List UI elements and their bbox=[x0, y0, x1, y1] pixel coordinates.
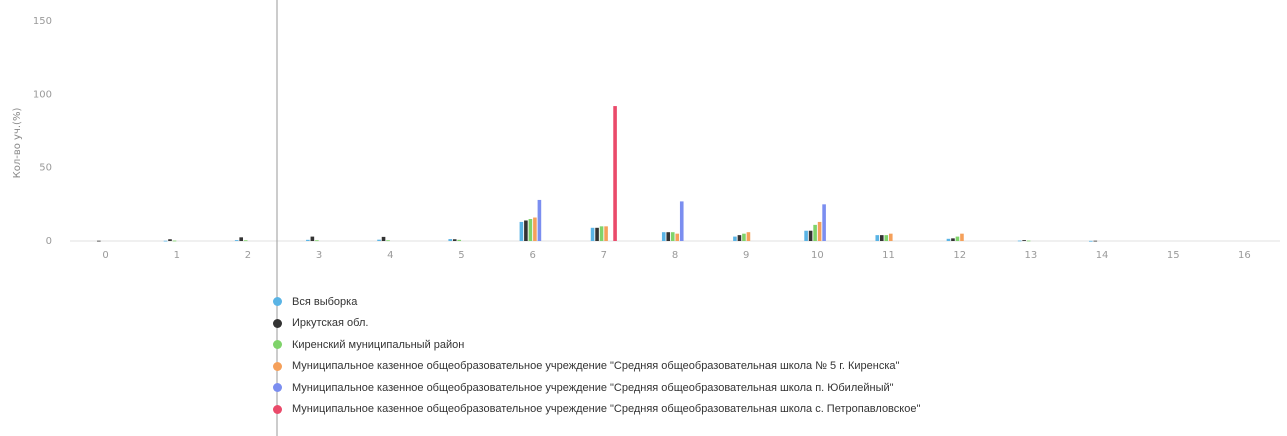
bar[interactable] bbox=[595, 227, 599, 241]
bar[interactable] bbox=[666, 232, 671, 241]
bar[interactable] bbox=[808, 230, 813, 241]
legend-label: Муниципальное казенное общеобразовательн… bbox=[292, 403, 921, 416]
bar[interactable] bbox=[679, 201, 684, 241]
x-tick-label: 10 bbox=[811, 250, 824, 261]
x-tick-label: 14 bbox=[1096, 250, 1109, 261]
bar[interactable] bbox=[613, 106, 617, 241]
legend-item[interactable]: Вся выборка bbox=[273, 291, 920, 313]
bar[interactable] bbox=[524, 220, 528, 241]
x-tick-label: 8 bbox=[672, 250, 678, 261]
bar[interactable] bbox=[1022, 240, 1026, 241]
bar[interactable] bbox=[822, 204, 826, 241]
bar[interactable] bbox=[533, 217, 537, 241]
x-tick-label: 4 bbox=[387, 250, 393, 261]
bar[interactable] bbox=[888, 233, 893, 241]
bar[interactable] bbox=[675, 233, 680, 241]
bar[interactable] bbox=[879, 235, 884, 241]
chart-legend: Вся выборка Иркутская обл. Киренский муниц… bbox=[273, 291, 920, 420]
bar[interactable] bbox=[97, 240, 101, 242]
bar[interactable] bbox=[519, 221, 524, 241]
bar[interactable] bbox=[537, 199, 542, 241]
bar[interactable] bbox=[670, 232, 675, 241]
legend-label: Вся выборка bbox=[292, 295, 358, 308]
bar[interactable] bbox=[234, 240, 239, 241]
bar[interactable] bbox=[960, 233, 964, 241]
x-tick-label: 6 bbox=[529, 250, 535, 261]
bar[interactable] bbox=[955, 236, 960, 241]
x-tick-label: 5 bbox=[458, 250, 464, 261]
bar[interactable] bbox=[1089, 240, 1093, 242]
x-tick-label: 2 bbox=[245, 250, 251, 261]
bar[interactable] bbox=[163, 240, 168, 242]
bar[interactable] bbox=[172, 240, 177, 242]
legend-marker-icon bbox=[273, 404, 282, 414]
x-tick-label: 11 bbox=[882, 250, 895, 261]
legend-item[interactable]: Киренский муниципальный район bbox=[273, 334, 920, 356]
y-tick-label: 150 bbox=[33, 16, 52, 27]
bar[interactable] bbox=[813, 224, 817, 241]
legend-label: Иркутская обл. bbox=[292, 317, 369, 330]
bar[interactable] bbox=[804, 230, 808, 241]
bar[interactable] bbox=[590, 227, 595, 241]
bar[interactable] bbox=[381, 236, 386, 241]
bar[interactable] bbox=[168, 239, 172, 241]
x-tick-label: 7 bbox=[601, 250, 607, 261]
y-tick-label: 100 bbox=[33, 89, 52, 100]
bar[interactable] bbox=[243, 240, 248, 242]
bar[interactable] bbox=[306, 239, 310, 241]
x-tick-label: 13 bbox=[1025, 250, 1038, 261]
legend-marker-icon bbox=[273, 361, 282, 371]
bar[interactable] bbox=[1026, 240, 1031, 242]
bar[interactable] bbox=[951, 238, 955, 241]
x-tick-label: 1 bbox=[174, 250, 180, 261]
y-tick-label: 50 bbox=[39, 163, 52, 174]
legend-label: Муниципальное казенное общеобразовательн… bbox=[292, 381, 894, 394]
bar[interactable] bbox=[661, 232, 666, 241]
bar[interactable] bbox=[377, 239, 381, 241]
x-tick-label: 9 bbox=[743, 250, 749, 261]
bar[interactable] bbox=[737, 235, 742, 241]
x-tick-label: 3 bbox=[316, 250, 322, 261]
legend-item[interactable]: Муниципальное казенное общеобразовательн… bbox=[273, 356, 920, 378]
bar[interactable] bbox=[604, 226, 608, 241]
bar[interactable] bbox=[1093, 240, 1098, 242]
y-axis-label: Кол-во уч.(%) bbox=[12, 108, 23, 179]
bar[interactable] bbox=[386, 240, 390, 242]
bar[interactable] bbox=[457, 239, 462, 241]
bar[interactable] bbox=[946, 238, 951, 241]
bar[interactable] bbox=[1017, 240, 1022, 242]
legend-item[interactable]: Муниципальное казенное общеобразовательн… bbox=[273, 399, 920, 421]
bar[interactable] bbox=[746, 232, 751, 241]
bar[interactable] bbox=[528, 219, 533, 241]
bar[interactable] bbox=[239, 237, 243, 241]
legend-marker-icon bbox=[273, 383, 282, 393]
bar[interactable] bbox=[310, 236, 315, 241]
bar[interactable] bbox=[875, 235, 880, 241]
bar[interactable] bbox=[733, 236, 737, 241]
legend-marker-icon bbox=[273, 318, 282, 328]
legend-label: Киренский муниципальный район bbox=[292, 338, 465, 351]
legend-marker-icon bbox=[273, 340, 282, 350]
bar[interactable] bbox=[448, 239, 453, 241]
legend-item[interactable]: Муниципальное казенное общеобразовательн… bbox=[273, 377, 920, 399]
bar[interactable] bbox=[742, 233, 746, 241]
bar[interactable] bbox=[315, 240, 319, 242]
bar[interactable] bbox=[599, 226, 604, 241]
x-tick-label: 12 bbox=[953, 250, 966, 261]
x-tick-label: 16 bbox=[1238, 250, 1251, 261]
bar[interactable] bbox=[452, 239, 457, 241]
legend-item[interactable]: Иркутская обл. bbox=[273, 313, 920, 335]
x-tick-label: 0 bbox=[102, 250, 108, 261]
legend-marker-icon bbox=[273, 297, 282, 307]
y-tick-label: 0 bbox=[46, 236, 52, 247]
bar[interactable] bbox=[884, 235, 889, 241]
bar[interactable] bbox=[817, 221, 822, 241]
x-tick-label: 15 bbox=[1167, 250, 1180, 261]
legend-label: Муниципальное казенное общеобразовательн… bbox=[292, 360, 900, 373]
